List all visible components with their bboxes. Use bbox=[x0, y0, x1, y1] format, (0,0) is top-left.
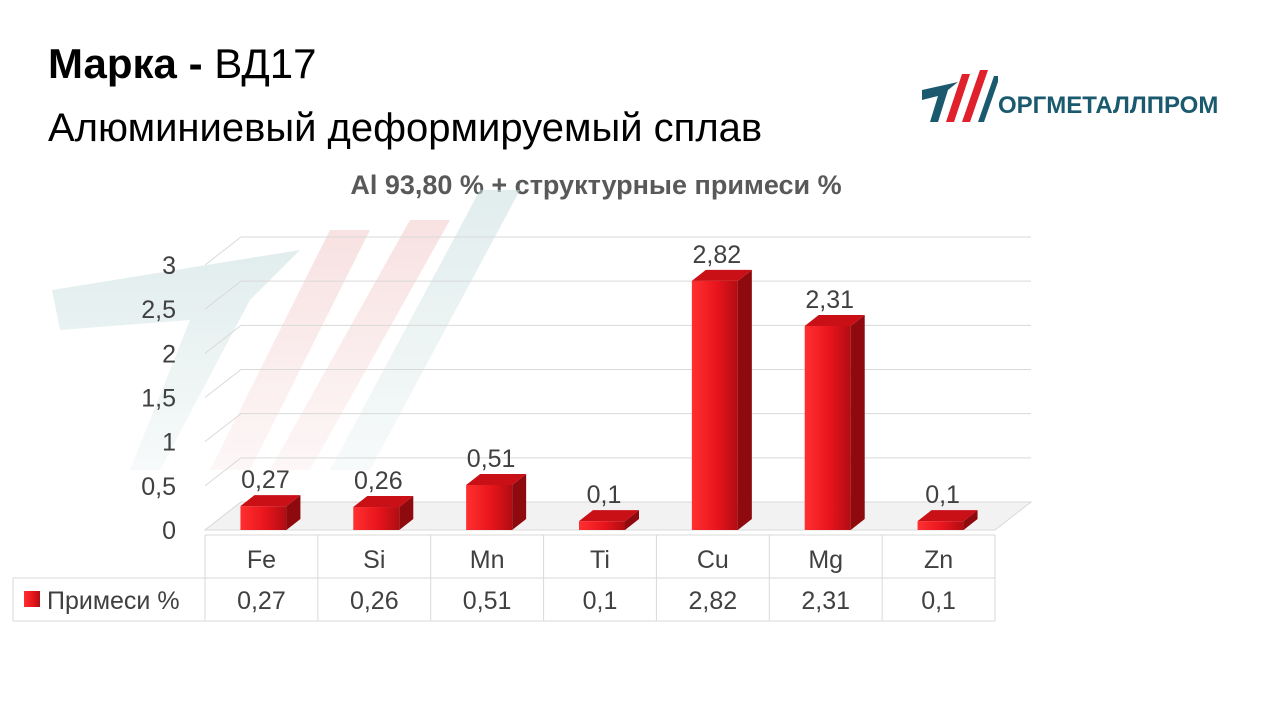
gridline bbox=[204, 369, 1031, 398]
x-tick-label: Ti bbox=[590, 546, 610, 574]
company-logo: ОРГМЕТАЛЛПРОМ bbox=[918, 68, 1238, 152]
data-label-si: 0,26 bbox=[354, 467, 403, 495]
bar-fe bbox=[240, 495, 301, 530]
orgmetallprom-logo-icon bbox=[922, 70, 1000, 122]
x-tick-label: Cu bbox=[697, 546, 729, 574]
bar-mn bbox=[466, 473, 527, 530]
x-tick-label: Mn bbox=[470, 546, 505, 574]
title-separator: - bbox=[176, 40, 215, 87]
table-value: 0,26 bbox=[350, 587, 399, 615]
legend-label: Примеси % bbox=[47, 587, 180, 615]
bar-mg bbox=[804, 314, 865, 530]
alloy-grade: ВД17 bbox=[214, 40, 317, 87]
y-tick-label: 3 bbox=[162, 252, 176, 280]
table-value: 2,82 bbox=[689, 587, 738, 615]
data-label-fe: 0,27 bbox=[241, 466, 290, 494]
y-axis: 0 0,5 1 1,5 2 2,5 3 bbox=[141, 252, 176, 545]
background-watermark bbox=[52, 190, 520, 470]
x-tick-label: Mg bbox=[808, 546, 843, 574]
gridline bbox=[204, 457, 1031, 487]
data-label-mn: 0,51 bbox=[467, 445, 516, 473]
chart-title: Al 93,80 % + структурные примеси % bbox=[350, 170, 842, 200]
data-label-ti: 0,1 bbox=[587, 481, 622, 509]
gridline bbox=[204, 280, 1031, 310]
data-label-cu: 2,82 bbox=[693, 241, 742, 269]
y-tick-label: 2 bbox=[162, 340, 176, 368]
bar-cu bbox=[691, 269, 752, 530]
data-table: Fe 0,27 Si 0,26 Mn 0,51 Ti 0,1 Cu 2,82 Mg 2,31 Zn 0,1… bbox=[12, 534, 996, 622]
gridline bbox=[204, 236, 1031, 266]
y-tick-label: 2,5 bbox=[141, 296, 176, 324]
gridline bbox=[204, 324, 1031, 354]
x-tick-label: Si bbox=[363, 546, 385, 574]
bar-si bbox=[353, 496, 414, 530]
legend-swatch bbox=[24, 591, 40, 607]
brand-label: Марка bbox=[48, 40, 177, 87]
bar-zn bbox=[917, 510, 978, 530]
data-label-mg: 2,31 bbox=[805, 286, 854, 314]
logo-text: ОРГМЕТАЛЛПРОМ bbox=[998, 92, 1219, 119]
data-label-zn: 0,1 bbox=[925, 481, 960, 509]
data-labels: 0,27 0,26 0,51 0,1 2,82 2,31 0,1 bbox=[241, 241, 960, 509]
table-value: 0,1 bbox=[921, 587, 956, 615]
table-value: 0,27 bbox=[237, 587, 286, 615]
gridline bbox=[204, 413, 1031, 443]
y-tick-label: 0,5 bbox=[141, 473, 176, 501]
table-value: 0,51 bbox=[463, 587, 512, 615]
page-subtitle: Алюминиевый деформируемый сплав bbox=[48, 106, 763, 150]
y-tick-label: 1,5 bbox=[141, 385, 176, 413]
table-value: 2,31 bbox=[801, 587, 850, 615]
x-tick-label: Zn bbox=[924, 546, 953, 574]
bar-ti bbox=[579, 510, 639, 530]
y-tick-label: 1 bbox=[162, 429, 176, 457]
page-title: Марка - ВД17 bbox=[48, 38, 317, 90]
y-tick-label: 0 bbox=[162, 517, 176, 545]
bars bbox=[240, 269, 978, 530]
x-tick-label: Fe bbox=[247, 546, 276, 574]
table-value: 0,1 bbox=[583, 587, 618, 615]
